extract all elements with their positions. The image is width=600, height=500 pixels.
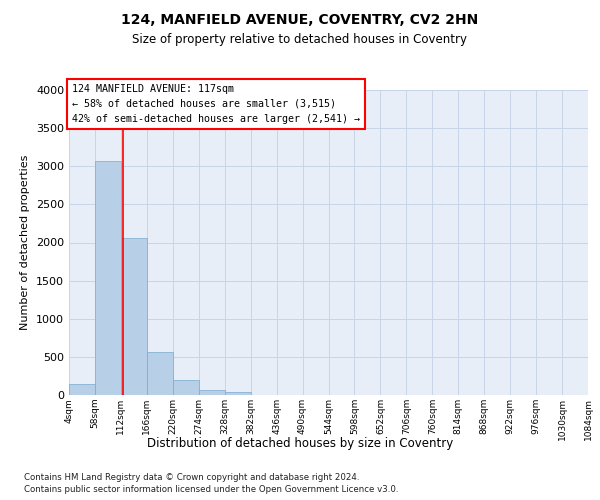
Text: Size of property relative to detached houses in Coventry: Size of property relative to detached ho… [133,32,467,46]
Bar [95,161,121,395]
Text: Distribution of detached houses by size in Coventry: Distribution of detached houses by size … [147,438,453,450]
Text: Contains public sector information licensed under the Open Government Licence v3: Contains public sector information licen… [24,485,398,494]
Bar [69,384,95,395]
Bar [121,238,147,395]
Bar [147,352,173,395]
Text: 124 MANFIELD AVENUE: 117sqm
← 58% of detached houses are smaller (3,515)
42% of : 124 MANFIELD AVENUE: 117sqm ← 58% of det… [72,84,360,124]
Y-axis label: Number of detached properties: Number of detached properties [20,155,31,330]
Bar [225,392,251,395]
Text: Contains HM Land Registry data © Crown copyright and database right 2024.: Contains HM Land Registry data © Crown c… [24,472,359,482]
Bar [199,390,224,395]
Text: 124, MANFIELD AVENUE, COVENTRY, CV2 2HN: 124, MANFIELD AVENUE, COVENTRY, CV2 2HN [121,12,479,26]
Bar [173,380,199,395]
